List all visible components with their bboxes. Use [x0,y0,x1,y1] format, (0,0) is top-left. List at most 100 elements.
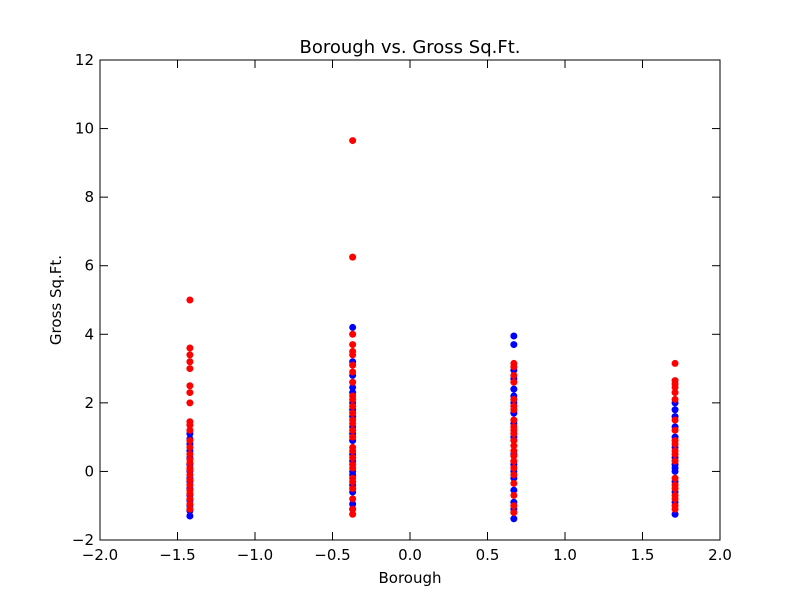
data-point [186,450,194,458]
data-point [510,423,518,431]
x-axis-label: Borough [378,569,441,587]
data-point [349,474,357,482]
data-point [510,491,518,499]
data-point [510,457,518,465]
x-tick-label: 0.5 [476,546,500,564]
y-tick-label: 8 [84,188,94,206]
data-point [349,505,357,513]
data-point [510,416,518,424]
data-point [186,495,194,503]
y-tick-label: 0 [84,462,94,480]
plot-area [100,60,720,540]
data-point [349,433,357,441]
data-point [510,395,518,403]
y-axis-label: Gross Sq.Ft. [47,255,65,345]
x-tick-label: −1.5 [159,546,195,564]
data-point [186,505,194,513]
data-point [349,330,357,338]
chart-title: Borough vs. Gross Sq.Ft. [300,37,521,58]
x-tick-label: −0.5 [314,546,350,564]
y-tick-label: −2 [72,531,94,549]
data-point [510,359,518,367]
data-point [671,474,679,482]
x-tick-label: 0.0 [398,546,422,564]
data-point [349,347,357,355]
ticks-layer: −2.0 −1.5 −1.0 −0.5 0.0 0.5 1.0 1.5 2.0 −2 0 2 4 6 8 10… [72,51,732,564]
data-point [349,361,357,369]
data-point [510,509,518,517]
data-point [510,502,518,510]
data-point [510,452,518,460]
data-point [671,389,679,397]
data-point [510,341,518,349]
data-point [510,385,518,393]
data-point [671,359,679,367]
data-point [186,399,194,407]
data-point [349,323,357,331]
data-point [349,461,357,469]
data-point [510,471,518,479]
data-point [349,402,357,410]
plot-frame [99,59,721,541]
data-point [671,510,679,518]
data-point [671,502,679,510]
data-point [671,377,679,385]
data-point [510,479,518,487]
data-point [671,395,679,403]
x-tick-label: −2.0 [82,546,118,564]
x-tick-label: −1.0 [237,546,273,564]
data-point [510,442,518,450]
data-point [349,443,357,451]
data-point [349,485,357,493]
data-point [671,426,679,434]
data-point [671,491,679,499]
data-point [186,455,194,463]
data-point [510,332,518,340]
data-point [671,406,679,414]
data-point [510,447,518,455]
data-point [349,392,357,400]
y-tick-label: 6 [84,257,94,275]
data-point [349,495,357,503]
data-point [186,471,194,479]
data-point [349,341,357,349]
data-point [186,296,194,304]
data-point [510,437,518,445]
x-tick-label: 1.5 [631,546,655,564]
data-point [349,137,357,145]
x-tick-label: 2.0 [708,546,732,564]
data-point [349,368,357,376]
data-point [186,382,194,390]
data-point [186,476,194,484]
data-point [671,481,679,489]
data-point [349,378,357,386]
data-point [671,437,679,445]
data-point [349,510,357,518]
y-tick-label: 4 [84,325,94,343]
data-point [186,437,194,445]
data-point [186,418,194,426]
data-point [349,383,357,391]
y-tick-label: 10 [75,120,94,138]
data-point [349,409,357,417]
data-point [510,402,518,410]
data-point [671,447,679,455]
data-point [186,351,194,359]
data-point [671,416,679,424]
data-point [349,500,357,508]
data-point [349,253,357,261]
data-point [349,416,357,424]
data-point [510,486,518,494]
data-point [510,371,518,379]
data-point [186,443,194,451]
data-point [186,389,194,397]
data-point [186,344,194,352]
data-point [510,515,518,523]
data-point [186,486,194,494]
data-point [186,464,194,472]
points-layer [186,137,679,523]
data-point [186,481,194,489]
data-point [349,426,357,434]
data-point [671,457,679,465]
